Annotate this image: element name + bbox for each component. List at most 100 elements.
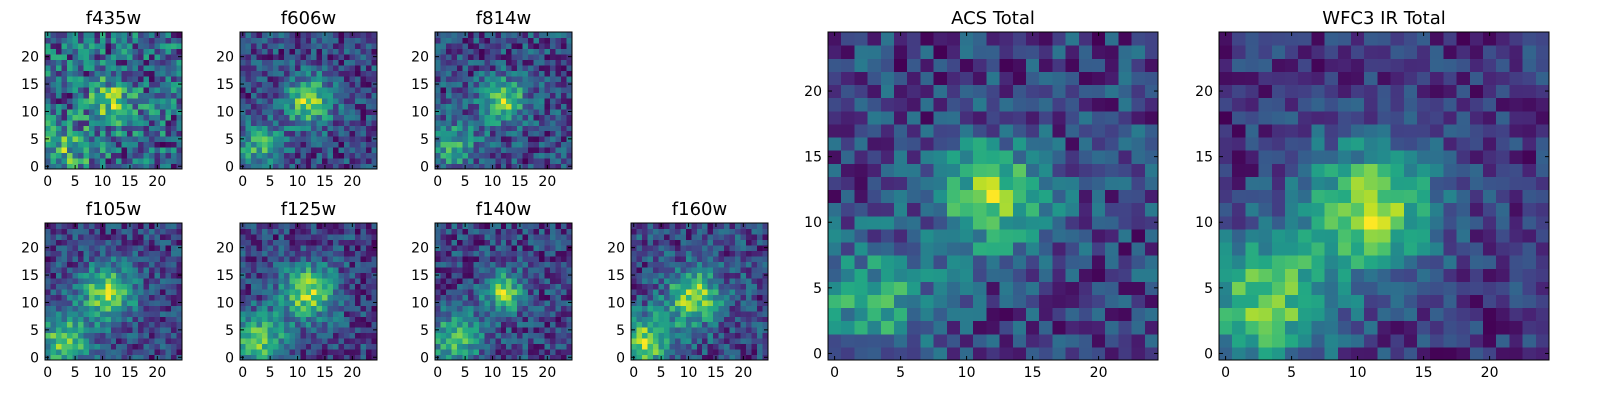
heatmap-cell (451, 86, 458, 93)
x-tick-label: 10 (94, 365, 112, 381)
heatmap-cell (105, 92, 112, 99)
heatmap-cell (305, 59, 312, 66)
heatmap-cell (473, 147, 480, 154)
heatmap-cell (171, 64, 178, 71)
heatmap-cell (256, 86, 263, 93)
heatmap-cell (550, 152, 557, 159)
heatmap-cell (294, 108, 301, 115)
heatmap-cell (462, 147, 469, 154)
heatmap-cell (973, 268, 987, 282)
heatmap-cell (539, 86, 546, 93)
heatmap-cell (445, 233, 453, 241)
heatmap-cell (366, 86, 373, 93)
heatmap-cell (138, 163, 145, 170)
heatmap-cell (522, 294, 529, 301)
heatmap-cell (740, 272, 747, 279)
heatmap-cell (267, 338, 274, 345)
heatmap-cell (511, 277, 518, 284)
heatmap-cell (696, 332, 703, 339)
heatmap-cell (355, 48, 362, 55)
heatmap-cell (467, 37, 474, 44)
heatmap-cell (489, 266, 496, 273)
heatmap-cell (484, 354, 491, 361)
heatmap-cell (311, 32, 318, 39)
heatmap-cell (478, 349, 485, 356)
heatmap-cell (746, 316, 753, 323)
heatmap-cell (1118, 320, 1133, 335)
heatmap-cell (160, 37, 167, 44)
heatmap-cell (467, 244, 474, 251)
heatmap-cell (355, 272, 362, 279)
x-tick-label: 10 (289, 174, 307, 190)
heatmap-cell (349, 233, 356, 241)
heatmap-cell (344, 272, 351, 279)
heatmap-cell (143, 92, 150, 99)
heatmap-cell (132, 239, 139, 246)
heatmap-cell (61, 75, 68, 82)
heatmap-cell (647, 354, 654, 361)
heatmap-cell (267, 75, 274, 82)
heatmap-cell (566, 92, 573, 99)
heatmap-cell (105, 108, 112, 115)
heatmap-cell (77, 147, 84, 154)
heatmap-cell (360, 349, 367, 356)
heatmap-cell (338, 48, 345, 55)
heatmap-cell (99, 327, 106, 334)
heatmap-cell (652, 244, 659, 251)
heatmap-cell (240, 103, 247, 110)
heatmap-cell (88, 223, 95, 230)
heatmap-cell (435, 92, 442, 99)
heatmap-cell (841, 307, 855, 322)
heatmap-cell (360, 32, 367, 39)
heatmap-cell (1118, 189, 1133, 204)
heatmap-cell (165, 158, 172, 165)
heatmap-cell (316, 233, 323, 241)
heatmap-cell (360, 310, 367, 317)
heatmap-cell (555, 163, 562, 170)
heatmap-cell (757, 288, 764, 295)
heatmap-cell (511, 250, 518, 257)
heatmap-cell (456, 108, 463, 115)
heatmap-cell (267, 130, 274, 137)
heatmap-cell (663, 233, 670, 241)
heatmap-cell (176, 223, 183, 230)
heatmap-cell (55, 294, 63, 301)
heatmap-cell (757, 266, 764, 273)
heatmap-cell (344, 316, 351, 323)
heatmap-cell (539, 97, 546, 104)
heatmap-cell (305, 125, 312, 132)
heatmap-cell (99, 108, 106, 115)
heatmap-cell (506, 108, 513, 115)
heatmap-cell (495, 119, 502, 126)
heatmap-cell (165, 239, 172, 246)
heatmap-cell (511, 233, 518, 241)
heatmap-cell (696, 266, 703, 273)
heatmap-cell (478, 305, 485, 312)
heatmap-cell (171, 48, 178, 55)
heatmap-cell (511, 294, 518, 301)
heatmap-cell (456, 305, 463, 312)
heatmap-cell (445, 163, 453, 170)
heatmap-cell (462, 53, 469, 60)
heatmap-cell (506, 48, 513, 55)
heatmap-cell (366, 32, 373, 39)
heatmap-cell (240, 305, 247, 312)
heatmap-cell (828, 281, 842, 295)
heatmap-cell (707, 316, 714, 323)
heatmap-cell (478, 163, 485, 170)
heatmap-cell (55, 92, 63, 99)
heatmap-cell (528, 288, 535, 295)
heatmap-cell (946, 307, 961, 322)
heatmap-cell (344, 141, 351, 148)
heatmap-cell (500, 92, 507, 99)
heatmap-cell (127, 321, 134, 328)
heatmap-cell (99, 152, 106, 159)
heatmap-cell (289, 349, 296, 356)
heatmap-cell (72, 266, 79, 273)
heatmap-cell (77, 316, 84, 323)
heatmap-cell (66, 354, 73, 361)
heatmap-cell (338, 141, 345, 148)
heatmap-cell (440, 277, 447, 284)
heatmap-cell (250, 223, 258, 230)
heatmap-cell (160, 316, 167, 323)
